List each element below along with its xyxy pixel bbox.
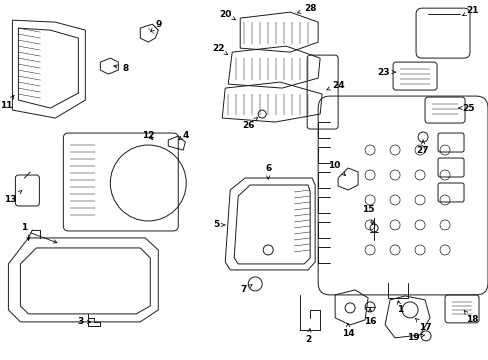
Text: 9: 9 — [150, 20, 161, 32]
Text: 27: 27 — [416, 140, 428, 154]
Text: 6: 6 — [264, 163, 271, 179]
Text: 3: 3 — [77, 318, 90, 327]
Text: 1: 1 — [396, 301, 403, 314]
Text: 24: 24 — [326, 81, 344, 90]
Text: 5: 5 — [213, 220, 224, 229]
Text: 7: 7 — [240, 285, 251, 294]
Text: 19: 19 — [406, 333, 424, 342]
Text: 10: 10 — [327, 161, 345, 176]
Text: 26: 26 — [242, 118, 257, 130]
Text: 22: 22 — [211, 44, 227, 55]
Text: 12: 12 — [142, 131, 154, 140]
Text: 20: 20 — [219, 10, 235, 20]
Text: 13: 13 — [4, 190, 21, 204]
Text: 11: 11 — [0, 95, 14, 109]
Text: 25: 25 — [458, 104, 473, 113]
Text: 28: 28 — [297, 4, 316, 13]
Text: 4: 4 — [179, 131, 188, 140]
Text: 15: 15 — [361, 206, 374, 225]
Text: 14: 14 — [341, 323, 354, 338]
Text: 21: 21 — [462, 6, 477, 16]
Text: 17: 17 — [415, 318, 430, 332]
Text: 23: 23 — [376, 68, 394, 77]
Text: 16: 16 — [363, 309, 376, 327]
Text: 1: 1 — [21, 224, 27, 233]
Text: 8: 8 — [114, 64, 128, 73]
Text: 2: 2 — [305, 329, 311, 345]
Text: 18: 18 — [463, 310, 477, 324]
